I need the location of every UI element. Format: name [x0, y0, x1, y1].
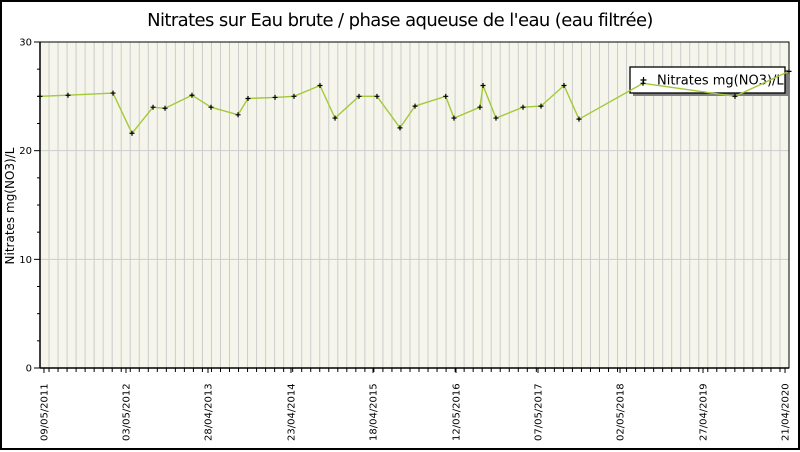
x-tick-label: 21/04/2020	[781, 383, 792, 441]
plot-area: 0 10 20 30 09/05/2011 03/05/2012 28/04/2013 23/…	[19, 38, 791, 442]
x-tick-label: 18/04/2015	[369, 383, 380, 441]
x-tick-label: 02/05/2018	[616, 383, 627, 441]
x-tick-label: 09/05/2011	[39, 383, 50, 441]
y-tick-label: 10	[19, 255, 32, 266]
data-point-marker	[162, 105, 168, 111]
data-point-marker	[37, 93, 43, 99]
data-point-marker	[477, 104, 483, 110]
x-tick-label: 28/04/2013	[204, 383, 215, 441]
data-point-marker	[208, 104, 214, 110]
y-tick-label: 20	[19, 146, 32, 157]
data-point-marker	[332, 115, 338, 121]
data-point-marker	[732, 93, 738, 99]
data-point-marker	[374, 93, 380, 99]
data-point-marker	[451, 115, 457, 121]
data-point-marker	[356, 93, 362, 99]
data-point-marker	[291, 93, 297, 99]
legend: Nitrates mg(NO3)/L	[629, 66, 788, 96]
data-point-marker	[245, 96, 251, 102]
data-series-layer	[37, 68, 792, 136]
data-point-marker	[129, 130, 135, 136]
x-tick-label: 12/05/2016	[451, 383, 462, 441]
data-point-marker	[272, 94, 278, 100]
chart-title: Nitrates sur Eau brute / phase aqueuse d…	[147, 10, 653, 31]
data-point-marker	[480, 82, 486, 88]
x-tick-label: 03/05/2012	[121, 383, 132, 441]
data-point-marker	[150, 104, 156, 110]
data-point-marker	[443, 93, 449, 99]
data-point-marker	[189, 92, 195, 98]
data-point-marker	[110, 90, 116, 96]
data-point-marker	[561, 82, 567, 88]
y-tick-label: 0	[26, 364, 32, 375]
data-point-marker	[538, 103, 544, 109]
x-tick-label: 27/04/2019	[699, 383, 710, 441]
data-point-marker	[65, 92, 71, 98]
data-point-marker	[640, 80, 646, 86]
data-point-marker	[493, 115, 499, 121]
data-point-marker	[412, 103, 418, 109]
data-point-marker	[786, 68, 792, 74]
data-point-marker	[576, 116, 582, 122]
plot-background	[40, 42, 789, 368]
data-point-marker	[397, 125, 403, 131]
data-point-marker	[235, 112, 241, 118]
data-point-marker	[317, 82, 323, 88]
data-point-marker	[520, 104, 526, 110]
y-tick-label: 30	[19, 38, 32, 49]
legend-label: Nitrates mg(NO3)/L	[657, 74, 784, 89]
x-tick-label: 07/05/2017	[534, 383, 545, 441]
y-axis-title: Nitrates mg(NO3)/L	[3, 147, 17, 264]
x-tick-label: 23/04/2014	[286, 383, 297, 441]
